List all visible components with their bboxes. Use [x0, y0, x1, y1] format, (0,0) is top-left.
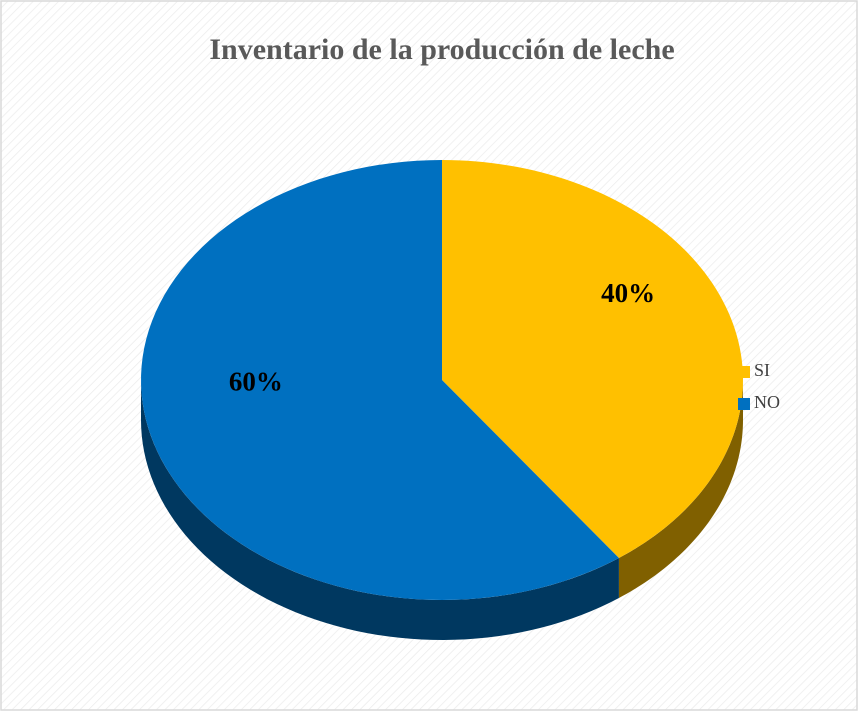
data-label: 40%: [601, 278, 655, 308]
slice-side: [141, 380, 619, 640]
slice: [442, 160, 743, 558]
slice-side: [618, 380, 743, 598]
data-label: 60%: [229, 366, 283, 396]
legend-swatch: [738, 398, 750, 410]
legend-label: NO: [754, 392, 780, 412]
chart-title: Inventario de la producción de leche: [209, 33, 674, 66]
legend-swatch: [738, 366, 750, 378]
legend-label: SI: [754, 360, 770, 380]
slice: [141, 160, 619, 600]
